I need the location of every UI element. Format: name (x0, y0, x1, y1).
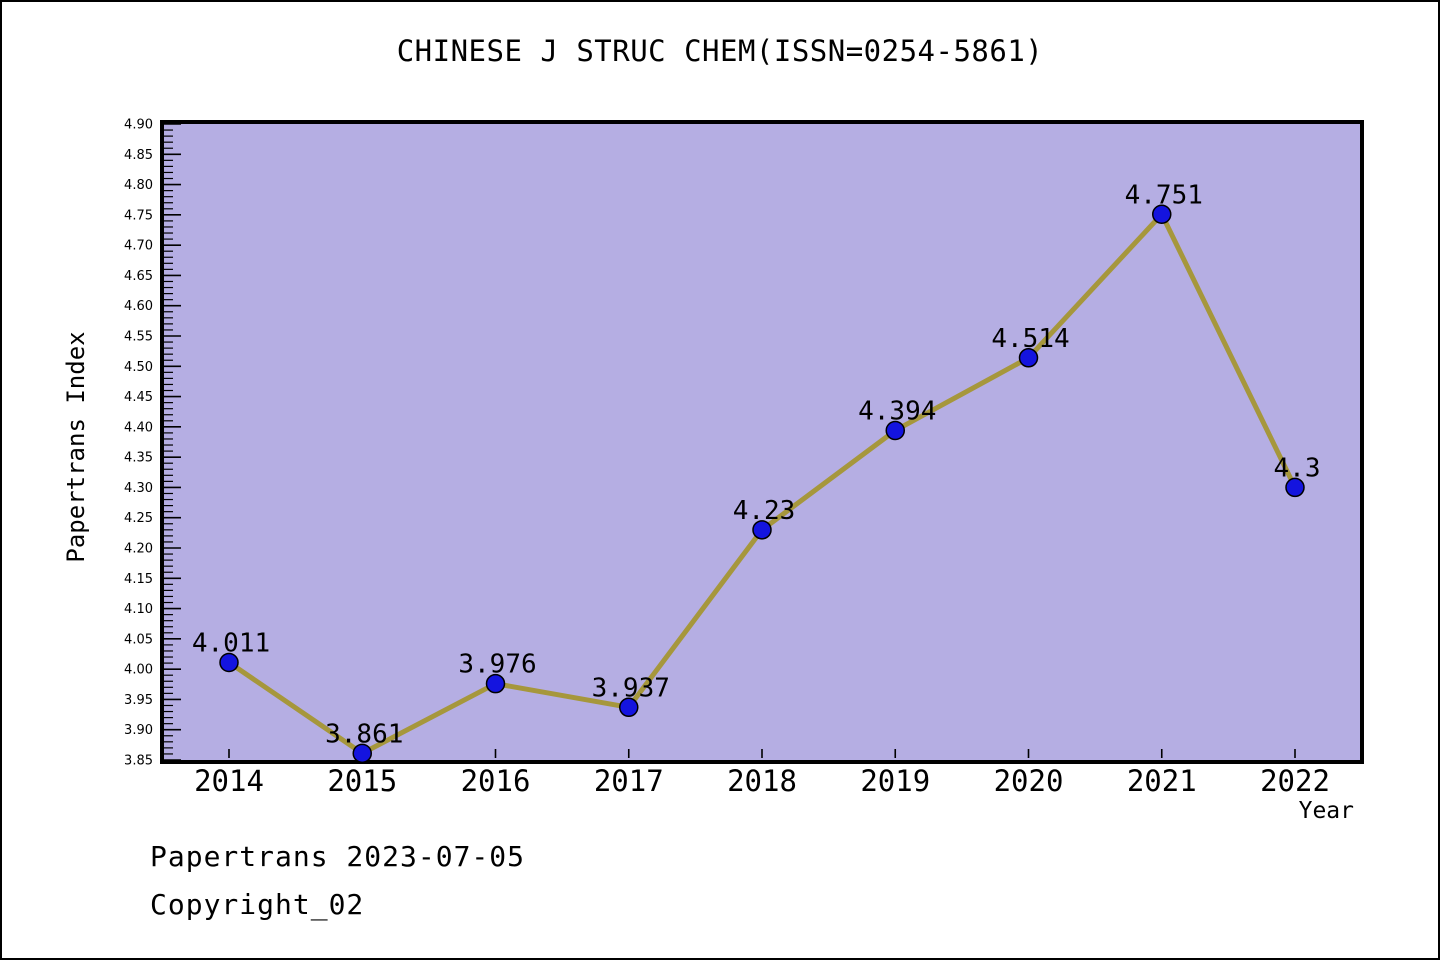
x-tick-label: 2021 (1127, 764, 1197, 798)
y-tick-label: 4.30 (124, 481, 153, 496)
plot-area (160, 120, 1364, 764)
y-tick-label: 4.05 (124, 632, 153, 647)
y-tick-label: 4.00 (124, 663, 153, 678)
point-value-label: 4.3 (1274, 453, 1321, 483)
point-value-label: 4.23 (733, 496, 796, 526)
data-point (752, 520, 772, 540)
y-tick-label: 4.55 (124, 330, 153, 345)
footer-date: Papertrans 2023-07-05 (150, 840, 526, 873)
y-tick-label: 4.75 (124, 208, 153, 223)
data-point (619, 697, 639, 718)
y-tick-label: 4.25 (124, 511, 153, 526)
data-point (1285, 477, 1305, 498)
y-tick-label: 3.90 (124, 723, 153, 738)
y-tick-label: 4.10 (124, 602, 153, 617)
data-point (352, 743, 372, 764)
data-point (885, 420, 905, 441)
point-value-label: 4.394 (858, 396, 936, 426)
y-tick-label: 3.85 (124, 754, 153, 769)
y-tick-label: 4.40 (124, 420, 153, 435)
data-point (485, 673, 506, 694)
y-tick-label: 4.70 (124, 239, 153, 254)
x-tick-label: 2017 (594, 764, 664, 798)
point-value-label: 4.514 (991, 324, 1069, 354)
point-value-label: 3.976 (458, 650, 536, 680)
point-value-label: 3.861 (325, 719, 403, 749)
y-tick-label: 4.15 (124, 572, 153, 587)
y-tick-label: 4.85 (124, 148, 153, 163)
y-tick-label: 4.50 (124, 360, 153, 375)
y-tick-label: 4.90 (124, 118, 153, 133)
x-tick-label: 2018 (727, 764, 797, 798)
point-labels: 4.011 3.861 3.976 3.937 4.23 4.394 4.514 4.751 4… (192, 180, 1321, 749)
footer-copyright: Copyright_02 (150, 888, 365, 921)
x-tick-label: 2019 (860, 764, 930, 798)
y-tick-label: 4.35 (124, 451, 153, 466)
point-value-label: 4.011 (192, 628, 270, 658)
y-tick-label: 4.20 (124, 542, 153, 557)
y-tick-label: 4.65 (124, 269, 153, 284)
y-tick-label: 4.80 (124, 178, 153, 193)
point-value-label: 3.937 (592, 673, 670, 703)
x-axis-title: Year (1298, 798, 1354, 824)
y-tick-label: 3.95 (124, 693, 153, 708)
plot-background (160, 120, 1364, 764)
y-axis: 3.85 3.90 3.95 4.00 4.05 4.10 4.15 4.20 4.25 4.30… (124, 118, 181, 769)
chart-title: CHINESE J STRUC CHEM(ISSN=0254-5861) (396, 34, 1044, 68)
y-tick-label: 4.45 (124, 390, 153, 405)
x-tick-label: 2020 (994, 764, 1064, 798)
x-tick-label: 2016 (461, 764, 531, 798)
data-point (219, 652, 239, 673)
y-tick-label: 4.60 (124, 299, 153, 314)
x-tick-label: 2015 (327, 764, 397, 798)
x-tick-label: 2014 (194, 764, 264, 798)
series-points (219, 204, 1305, 764)
point-value-label: 4.751 (1125, 180, 1203, 210)
data-point (1018, 348, 1039, 368)
data-point (1152, 204, 1172, 225)
x-axis: 2014 2015 2016 2017 2018 2019 2020 2021 2022 (194, 749, 1330, 798)
x-tick-label: 2022 (1260, 764, 1330, 798)
